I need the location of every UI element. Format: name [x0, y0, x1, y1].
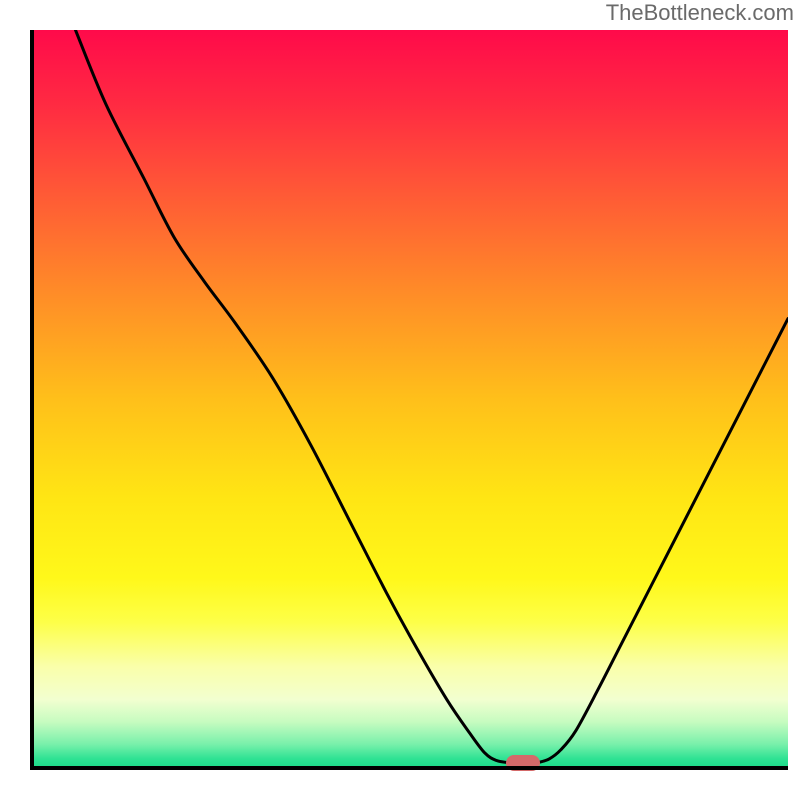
watermark-text: TheBottleneck.com — [606, 0, 794, 26]
minimum-marker — [506, 755, 540, 771]
chart-frame: TheBottleneck.com — [0, 0, 800, 800]
bottleneck-curve — [30, 30, 788, 770]
axes — [30, 30, 788, 770]
plot-area — [30, 30, 788, 770]
gradient-fill — [30, 30, 788, 770]
